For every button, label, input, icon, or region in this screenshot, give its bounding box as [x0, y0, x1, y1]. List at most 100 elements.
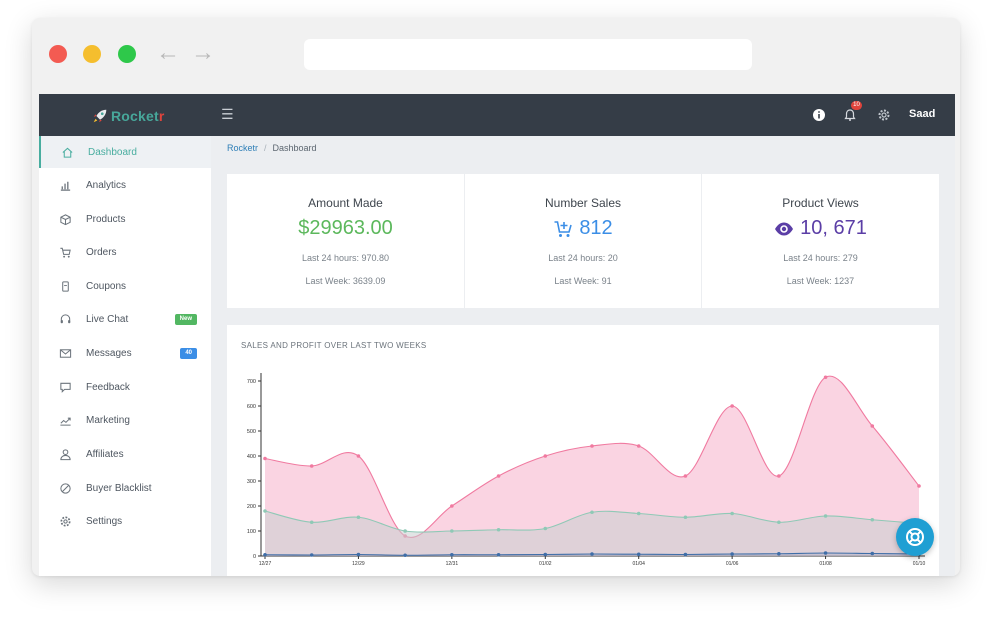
stat-value-text: 10, 671 [800, 217, 867, 239]
eye-icon [775, 222, 794, 235]
bell-icon[interactable] [843, 108, 857, 122]
sidebar-item-label: Products [86, 213, 126, 225]
stats-panel: Amount Made $29963.00 Last 24 hours: 970… [227, 174, 939, 308]
series-0-point [450, 504, 454, 508]
sidebar-item-label: Orders [86, 246, 117, 258]
gear-icon[interactable] [877, 108, 891, 122]
sidebar-item-coupons[interactable]: Coupons [39, 270, 211, 302]
user-icon [58, 447, 72, 461]
series-1-point [823, 514, 828, 518]
top-navbar: Rocketr ☰ 10 Saad [39, 94, 955, 136]
series-1-point [450, 529, 454, 533]
sidebar-item-dashboard[interactable]: Dashboard [39, 136, 211, 168]
sidebar-item-live-chat[interactable]: Live Chat New [39, 303, 211, 335]
series-1-point [777, 520, 781, 525]
browser-titlebar: ← → [32, 18, 960, 94]
breadcrumb-current: Dashboard [272, 143, 317, 153]
sidebar-item-buyer-blacklist[interactable]: Buyer Blacklist [39, 472, 211, 504]
y-tick-label: 700 [247, 379, 256, 385]
series-0-point [636, 444, 641, 448]
minimize-window-button[interactable] [83, 45, 101, 63]
breadcrumb-root-link[interactable]: Rocketr [227, 143, 259, 153]
help-button[interactable] [896, 518, 934, 556]
sidebar-item-messages[interactable]: Messages 40 [39, 337, 211, 369]
notification-count-badge: 10 [851, 101, 862, 110]
x-tick-label: 01/04 [632, 561, 645, 567]
cart-plus-icon [554, 220, 573, 237]
forward-arrow-icon[interactable]: → [191, 39, 215, 66]
breadcrumb: Rocketr / Dashboard [227, 143, 317, 153]
stat-value: 10, 671 [702, 217, 939, 240]
series-0-point [777, 474, 781, 478]
series-2-point [309, 553, 314, 557]
series-0-area [265, 376, 919, 556]
series-2-point [590, 552, 594, 556]
address-bar[interactable] [304, 39, 752, 70]
series-1-point [496, 527, 501, 532]
x-tick-label: 01/02 [539, 561, 552, 567]
sidebar-item-label: Coupons [86, 280, 127, 292]
series-0-line [264, 375, 920, 539]
sidebar-item-label: Affiliates [86, 448, 124, 460]
series-0-point [730, 404, 734, 408]
series-0-point [263, 456, 267, 461]
sidebar-item-products[interactable]: Products [39, 203, 211, 235]
y-tick-label: 600 [247, 404, 256, 410]
x-tick-label: 12/29 [352, 561, 365, 567]
series-0-point [309, 464, 314, 468]
sidebar-item-feedback[interactable]: Feedback [39, 371, 211, 403]
series-2-point [636, 552, 641, 557]
series-1-point [870, 517, 875, 522]
series-2-point [356, 552, 361, 557]
series-1-point [636, 511, 641, 516]
y-tick-label: 400 [247, 454, 256, 460]
series-1-point [590, 510, 594, 515]
stat-title: Product Views [782, 196, 859, 210]
sidebar-item-label: Settings [86, 515, 123, 527]
dashboard-app: Rocketr ☰ 10 Saad Dashboard [39, 94, 955, 576]
stat-last-24h: Last 24 hours: 279 [783, 253, 858, 263]
user-menu[interactable]: Saad [909, 108, 936, 120]
series-1-point [543, 526, 548, 531]
sidebar-item-label: Live Chat [86, 313, 129, 325]
series-2-point [403, 553, 407, 558]
stat-amount-made: Amount Made $29963.00 Last 24 hours: 970… [227, 174, 464, 308]
block-icon [58, 481, 72, 495]
sidebar-item-label: Dashboard [88, 146, 137, 158]
series-2-point [450, 552, 454, 557]
sidebar-item-orders[interactable]: Orders [39, 236, 211, 268]
series-2-point [777, 551, 781, 556]
series-0-point [870, 424, 875, 428]
close-window-button[interactable] [49, 45, 67, 63]
y-tick-label: 300 [247, 479, 256, 485]
sidebar-item-label: Analytics [86, 179, 127, 191]
maximize-window-button[interactable] [118, 45, 136, 63]
series-2-point [870, 551, 875, 556]
chart-title: SALES AND PROFIT OVER LAST TWO WEEKS [241, 341, 427, 350]
cart-icon [58, 245, 72, 259]
breadcrumb-separator: / [264, 143, 267, 153]
series-0-point [917, 484, 921, 488]
browser-window: ← → Rocketr ☰ 10 [32, 18, 960, 576]
series-1-point [403, 529, 407, 533]
sidebar-item-analytics[interactable]: Analytics [39, 169, 211, 201]
back-arrow-icon[interactable]: ← [156, 39, 180, 66]
brand-logo[interactable]: Rocketr [91, 106, 165, 126]
series-0-point [823, 375, 828, 380]
mail-icon [58, 346, 72, 360]
bar-chart-icon [58, 178, 72, 192]
info-icon[interactable] [812, 108, 826, 122]
lifebuoy-icon [906, 528, 924, 546]
sidebar-item-marketing[interactable]: Marketing [39, 404, 211, 436]
menu-icon[interactable]: ☰ [221, 106, 234, 122]
headset-icon [58, 312, 72, 326]
series-2-point [823, 551, 828, 555]
messages-count-badge: 40 [180, 347, 197, 359]
trend-icon [58, 413, 72, 427]
brand-name: Rocketr [111, 108, 165, 124]
sidebar-item-affiliates[interactable]: Affiliates [39, 438, 211, 470]
sidebar-item-settings[interactable]: Settings [39, 505, 211, 537]
series-2-point [496, 552, 501, 557]
series-1-point [683, 515, 688, 520]
y-tick-label: 0 [253, 554, 256, 560]
